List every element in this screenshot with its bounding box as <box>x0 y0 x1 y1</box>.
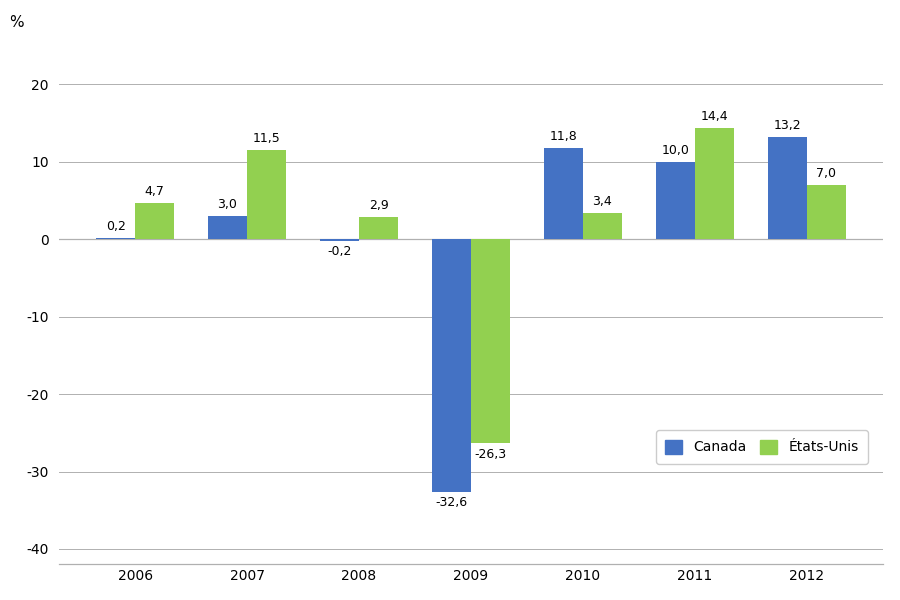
Bar <box>359 217 398 239</box>
Text: 11,5: 11,5 <box>253 133 281 145</box>
Bar <box>583 213 622 239</box>
Text: 11,8: 11,8 <box>549 130 577 143</box>
Bar <box>96 238 135 239</box>
Text: 14,4: 14,4 <box>700 110 728 123</box>
Bar <box>208 216 248 239</box>
Text: 3,0: 3,0 <box>218 198 238 211</box>
Text: 7,0: 7,0 <box>816 167 836 180</box>
Text: 13,2: 13,2 <box>773 119 801 132</box>
Text: -32,6: -32,6 <box>436 496 467 509</box>
Text: 10,0: 10,0 <box>662 144 689 157</box>
Bar <box>768 137 806 239</box>
Text: -26,3: -26,3 <box>474 448 507 461</box>
Text: 2,9: 2,9 <box>369 199 389 212</box>
Text: 4,7: 4,7 <box>145 185 165 198</box>
Legend: Canada, États-Unis: Canada, États-Unis <box>656 430 868 464</box>
Bar <box>471 239 510 443</box>
Bar <box>135 203 175 239</box>
Bar <box>248 150 286 239</box>
Bar <box>695 128 734 239</box>
Text: %: % <box>9 15 23 30</box>
Bar <box>806 185 846 239</box>
Text: 3,4: 3,4 <box>592 195 612 208</box>
Bar <box>432 239 471 491</box>
Bar <box>655 162 695 239</box>
Bar <box>544 148 583 239</box>
Text: -0,2: -0,2 <box>328 245 352 259</box>
Bar <box>320 239 359 241</box>
Text: 0,2: 0,2 <box>105 220 125 233</box>
